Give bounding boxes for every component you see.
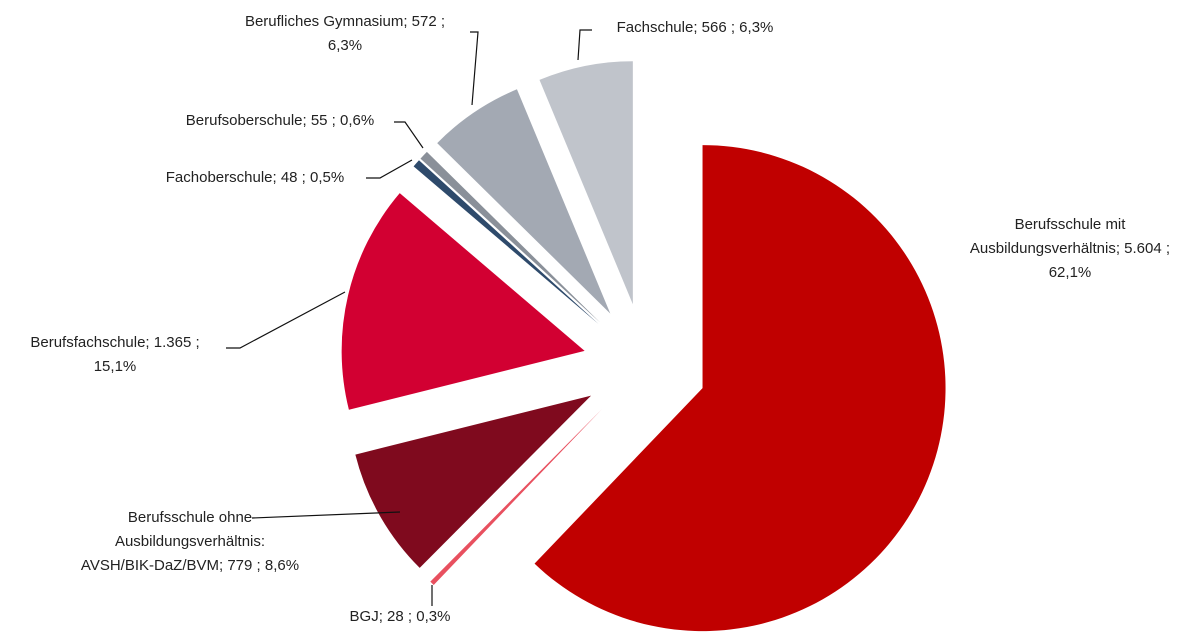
data-label: AVSH/BIK-DaZ/BVM; 779 ; 8,6% <box>81 557 299 574</box>
pie-slice <box>341 193 585 410</box>
leader-line <box>577 29 592 61</box>
data-label: Fachschule; 566 ; 6,3% <box>617 19 774 36</box>
pie-slice <box>534 145 946 632</box>
pie-slice <box>539 61 633 305</box>
data-label: Fachoberschule; 48 ; 0,5% <box>166 169 344 186</box>
pie-slice <box>420 151 601 323</box>
leader-line <box>226 291 346 349</box>
leader-line <box>366 159 413 179</box>
pie-slice <box>413 160 599 324</box>
pie-slice <box>430 409 602 585</box>
data-label: Ausbildungsverhältnis: <box>115 533 265 550</box>
data-label: 62,1% <box>1049 264 1092 281</box>
data-label: 6,3% <box>328 37 362 54</box>
pie-slice <box>355 395 592 568</box>
data-label: BGJ; 28 ; 0,3% <box>350 608 451 625</box>
data-label: Ausbildungsverhältnis; 5.604 ; <box>970 240 1170 257</box>
leader-line <box>394 121 424 149</box>
pie-slice <box>437 89 611 314</box>
data-label: Berufsschule mit <box>1015 216 1127 233</box>
data-label: Berufsschule ohne <box>128 509 252 526</box>
leader-lines <box>226 29 592 606</box>
leader-line <box>470 31 479 106</box>
data-label: 15,1% <box>94 358 137 375</box>
data-label: Berufsfachschule; 1.365 ; <box>30 334 199 351</box>
data-label: Berufliches Gymnasium; 572 ; <box>245 13 445 30</box>
data-label: Berufsoberschule; 55 ; 0,6% <box>186 112 374 129</box>
leader-line <box>251 511 401 519</box>
